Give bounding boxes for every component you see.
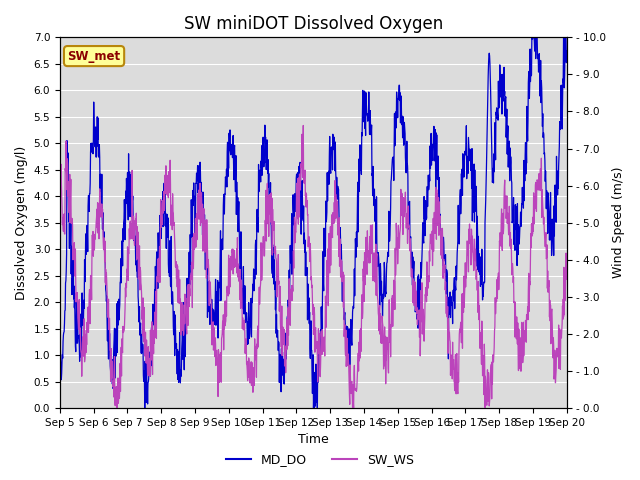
SW_WS: [563, 256, 571, 262]
MD_DO: [392, 120, 400, 126]
SW_WS: [56, 197, 64, 203]
X-axis label: Time: Time: [298, 433, 329, 446]
SW_WS: [503, 220, 511, 226]
SW_WS: [169, 209, 177, 215]
MD_DO: [141, 405, 148, 411]
MD_DO: [458, 166, 466, 172]
SW_WS: [157, 196, 164, 202]
SW_WS: [300, 122, 307, 128]
MD_DO: [528, 35, 536, 40]
Y-axis label: Dissolved Oxygen (mg/l): Dissolved Oxygen (mg/l): [15, 145, 28, 300]
MD_DO: [563, 48, 571, 54]
Y-axis label: Wind Speed (m/s): Wind Speed (m/s): [612, 167, 625, 278]
Title: SW miniDOT Dissolved Oxygen: SW miniDOT Dissolved Oxygen: [184, 15, 443, 33]
SW_WS: [226, 256, 234, 262]
Text: SW_met: SW_met: [67, 49, 120, 62]
Line: MD_DO: MD_DO: [60, 37, 567, 408]
MD_DO: [226, 148, 234, 154]
Line: SW_WS: SW_WS: [60, 125, 567, 408]
SW_WS: [459, 346, 467, 351]
MD_DO: [169, 300, 177, 306]
MD_DO: [503, 106, 511, 112]
SW_WS: [113, 405, 120, 411]
Legend: MD_DO, SW_WS: MD_DO, SW_WS: [221, 448, 419, 471]
SW_WS: [392, 220, 400, 226]
MD_DO: [56, 333, 64, 338]
MD_DO: [157, 211, 164, 217]
